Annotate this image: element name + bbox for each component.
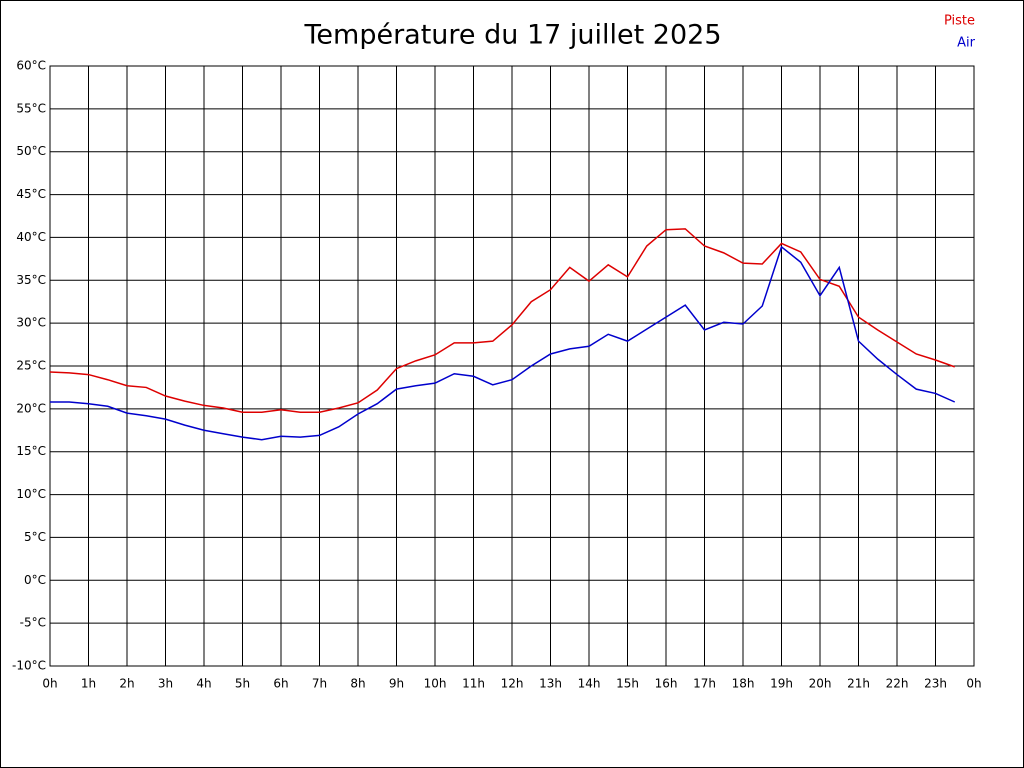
x-tick-label: 5h bbox=[235, 677, 250, 691]
y-tick-label: 0°C bbox=[24, 573, 46, 587]
y-tick-label: 10°C bbox=[16, 487, 46, 501]
y-tick-label: 15°C bbox=[16, 444, 46, 458]
line-series bbox=[50, 245, 956, 441]
x-tick-label: 20h bbox=[809, 677, 832, 691]
x-tick-label: 21h bbox=[847, 677, 870, 691]
x-tick-label: 4h bbox=[196, 677, 211, 691]
x-tick-label: 8h bbox=[350, 677, 365, 691]
x-tick-label: 11h bbox=[462, 677, 485, 691]
x-tick-label: 9h bbox=[389, 677, 404, 691]
x-tick-label: 0h bbox=[966, 677, 981, 691]
y-tick-label: 25°C bbox=[16, 359, 46, 373]
y-tick-label: 40°C bbox=[16, 230, 46, 244]
x-tick-label: 17h bbox=[693, 677, 716, 691]
chart-title: Température du 17 juillet 2025 bbox=[304, 20, 722, 51]
y-tick-label: 50°C bbox=[16, 144, 46, 158]
x-tick-label: 6h bbox=[273, 677, 288, 691]
x-tick-label: 22h bbox=[886, 677, 909, 691]
x-tick-label: 12h bbox=[501, 677, 524, 691]
y-tick-label: 45°C bbox=[16, 187, 46, 201]
x-tick-label: 18h bbox=[732, 677, 755, 691]
y-tick-label: 5°C bbox=[24, 530, 46, 544]
x-tick-label: 19h bbox=[770, 677, 793, 691]
x-tick-label: 2h bbox=[119, 677, 134, 691]
x-tick-label: 0h bbox=[42, 677, 57, 691]
y-tick-label: 60°C bbox=[16, 59, 46, 73]
line-series bbox=[49, 228, 956, 414]
x-tick-label: 1h bbox=[81, 677, 96, 691]
x-tick-label: 3h bbox=[158, 677, 173, 691]
x-tick-label: 14h bbox=[578, 677, 601, 691]
x-tick-label: 13h bbox=[539, 677, 562, 691]
x-tick-label: 23h bbox=[924, 677, 947, 691]
y-tick-label: 20°C bbox=[16, 401, 46, 415]
x-tick-label: 16h bbox=[655, 677, 678, 691]
y-tick-label: 55°C bbox=[16, 101, 46, 115]
x-tick-label: 10h bbox=[424, 677, 447, 691]
y-tick-label: -5°C bbox=[20, 616, 46, 630]
y-tick-label: 30°C bbox=[16, 316, 46, 330]
x-tick-label: 7h bbox=[312, 677, 327, 691]
y-tick-label: 35°C bbox=[16, 273, 46, 287]
y-tick-label: -10°C bbox=[12, 659, 46, 673]
x-tick-label: 15h bbox=[616, 677, 639, 691]
legend-label: Piste bbox=[944, 14, 975, 29]
legend-label: Air bbox=[957, 36, 976, 51]
